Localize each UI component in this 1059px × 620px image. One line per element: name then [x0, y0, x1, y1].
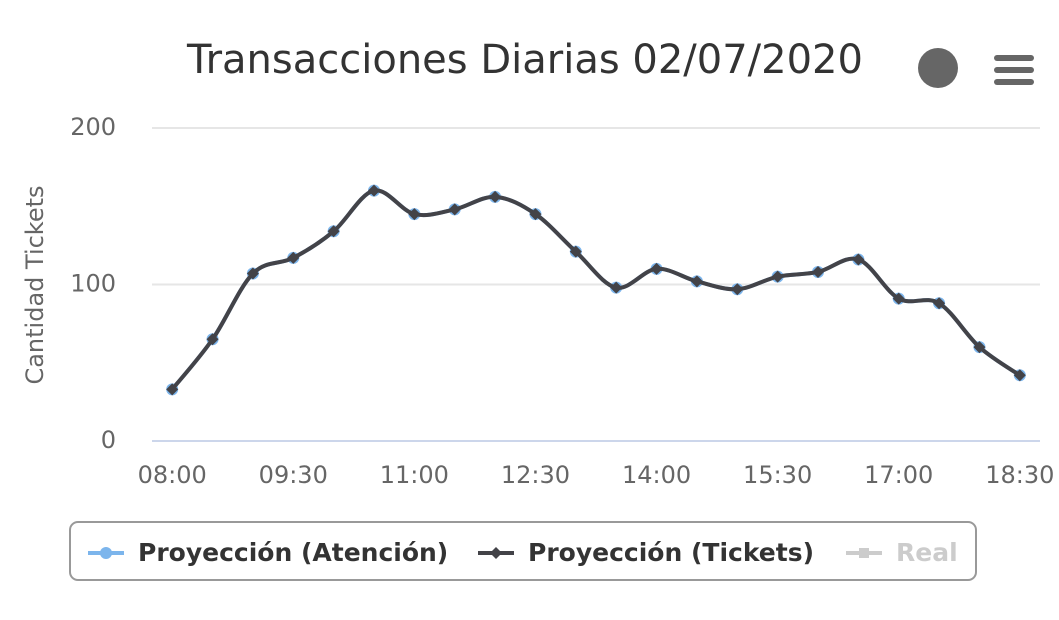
point — [206, 333, 219, 346]
legend-marker — [100, 547, 112, 559]
point — [973, 341, 986, 354]
point — [408, 208, 421, 221]
point — [287, 251, 300, 264]
point — [327, 225, 340, 238]
x-tick-label: 08:00 — [138, 461, 207, 489]
point — [731, 283, 744, 296]
legend-item[interactable]: Real — [846, 538, 958, 567]
point — [690, 275, 703, 288]
legend-marker — [859, 548, 869, 558]
y-tick-label: 200 — [70, 113, 116, 141]
point — [489, 190, 502, 203]
y-axis-label: Cantidad Tickets — [21, 185, 49, 384]
point — [650, 262, 663, 275]
point — [166, 383, 179, 396]
legend-label: Proyección (Tickets) — [528, 538, 814, 567]
point — [448, 203, 461, 216]
x-tick-label: 12:30 — [501, 461, 570, 489]
point — [529, 208, 542, 221]
status-icon — [918, 48, 958, 88]
x-tick-label: 18:30 — [985, 461, 1054, 489]
point — [610, 281, 623, 294]
x-tick-label: 17:00 — [864, 461, 933, 489]
point — [933, 297, 946, 310]
point — [771, 270, 784, 283]
x-tick-label: 15:30 — [743, 461, 812, 489]
point — [852, 253, 865, 266]
x-tick-label: 11:00 — [380, 461, 449, 489]
x-tick-label: 14:00 — [622, 461, 691, 489]
legend-box — [69, 521, 977, 581]
point — [569, 245, 582, 258]
legend-item[interactable]: Proyección (Atención) — [88, 538, 448, 567]
point — [246, 267, 259, 280]
legend-item[interactable]: Proyección (Tickets) — [478, 538, 814, 567]
legend-label: Proyección (Atención) — [138, 538, 448, 567]
series-line — [170, 188, 1021, 391]
point — [892, 292, 905, 305]
point — [812, 265, 824, 278]
menu-button[interactable] — [994, 55, 1034, 85]
y-tick-label: 0 — [101, 426, 116, 454]
legend-label: Real — [896, 538, 958, 567]
x-tick-label: 09:30 — [259, 461, 328, 489]
point — [1013, 369, 1026, 382]
series-line — [170, 188, 1021, 391]
y-tick-label: 100 — [70, 270, 116, 298]
point — [368, 184, 380, 197]
legend-marker — [490, 547, 502, 559]
chart-title: Transacciones Diarias 02/07/2020 — [186, 37, 863, 83]
